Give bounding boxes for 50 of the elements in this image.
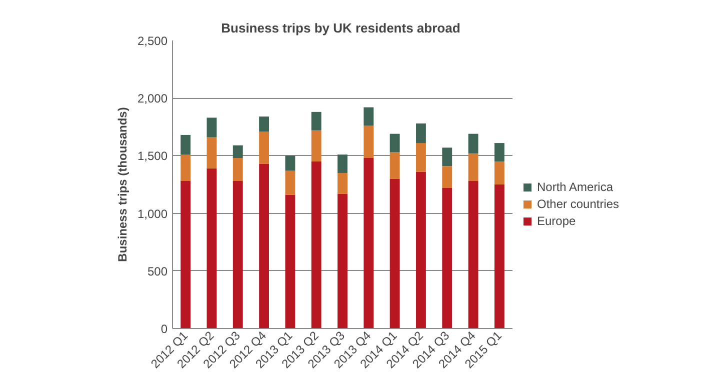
- bar: [206, 118, 217, 138]
- bar: [390, 152, 400, 179]
- bar: [364, 126, 374, 158]
- bar: [206, 137, 217, 168]
- bar: [416, 172, 426, 328]
- bar: [442, 188, 452, 328]
- chart-title: Business trips by UK residents abroad: [221, 20, 460, 36]
- bar: [232, 145, 243, 158]
- bar: [390, 134, 400, 152]
- bar: [259, 132, 270, 164]
- bar: [468, 181, 478, 328]
- bar: [285, 170, 296, 195]
- bar: [311, 130, 322, 162]
- y-tick-label: 2,000: [137, 92, 168, 106]
- bar: [338, 172, 348, 194]
- bar: [468, 153, 478, 182]
- y-tick-label: 2,500: [137, 34, 168, 48]
- bar: [468, 134, 478, 154]
- bar: [442, 166, 452, 188]
- bar: [364, 158, 374, 328]
- bar: [206, 168, 217, 328]
- bar: [364, 107, 374, 126]
- legend-label: Europe: [537, 214, 576, 228]
- bar: [494, 161, 504, 184]
- bar: [285, 156, 296, 171]
- y-axis-title: Business trips (thousands): [115, 107, 130, 262]
- bar: [285, 194, 296, 328]
- y-tick-label: 0: [160, 322, 168, 336]
- bar: [180, 134, 191, 155]
- bar: [180, 181, 191, 328]
- bar: [232, 181, 243, 328]
- bar: [180, 154, 191, 182]
- bar: [259, 116, 270, 132]
- bar: [259, 164, 270, 328]
- bar: [494, 184, 504, 328]
- bar: [338, 194, 348, 328]
- bar: [416, 143, 426, 172]
- bar: [494, 143, 504, 162]
- y-tick-label: 1,000: [137, 206, 168, 221]
- legend-label: Other countries: [537, 197, 620, 211]
- bar: [416, 123, 426, 144]
- bar: [311, 112, 322, 130]
- bar: [338, 154, 348, 173]
- bar: [232, 158, 243, 182]
- bar: [442, 148, 452, 166]
- y-tick-label: 500: [147, 264, 168, 278]
- legend-label: North America: [537, 180, 614, 194]
- bar: [311, 161, 322, 328]
- y-tick-label: 1,500: [137, 149, 168, 164]
- bar: [390, 178, 400, 328]
